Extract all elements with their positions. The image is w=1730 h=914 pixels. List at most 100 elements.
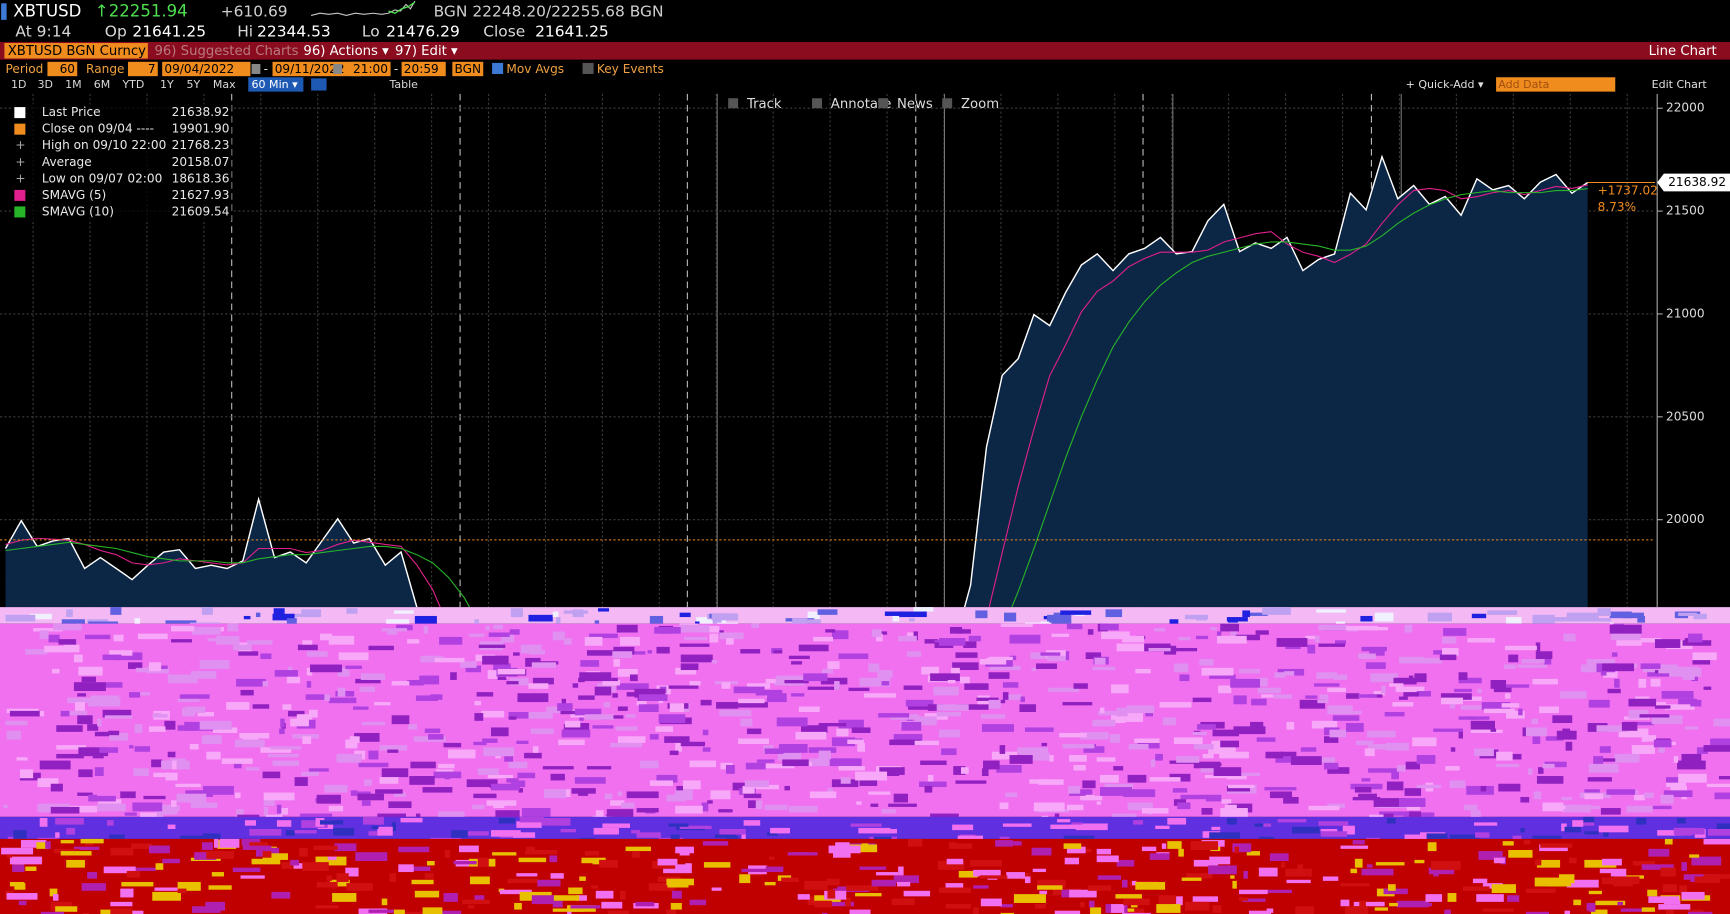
glitch-block	[159, 665, 168, 669]
glitch-block	[1713, 718, 1730, 727]
glitch-block	[410, 761, 436, 769]
input[interactable]: 09/04/2022	[164, 62, 234, 76]
glitch-block	[167, 674, 198, 684]
glitch-block	[345, 867, 359, 877]
input-box[interactable]	[401, 61, 446, 77]
input[interactable]: 21:00	[353, 62, 388, 76]
input[interactable]: 20:59	[404, 62, 439, 76]
glitch-block	[1269, 791, 1292, 799]
glitch-block	[396, 624, 413, 631]
option[interactable]: Key Events	[597, 62, 664, 76]
glitch-block	[773, 650, 783, 654]
interval-box[interactable]	[248, 77, 304, 92]
input-box[interactable]	[452, 61, 484, 77]
input-box[interactable]	[47, 61, 78, 77]
table-button[interactable]: Table	[388, 78, 418, 91]
menu-item[interactable]: 97) Edit ▾	[395, 44, 458, 59]
glitch-block	[1517, 664, 1547, 668]
glitch-block	[90, 795, 116, 802]
glitch-block	[353, 706, 369, 710]
area	[5, 156, 1588, 608]
range-button[interactable]: 5Y	[186, 78, 200, 91]
tool-icon[interactable]	[728, 98, 739, 109]
glitch-block	[1368, 744, 1392, 750]
glitch-block	[444, 849, 451, 858]
glitch-block	[1369, 650, 1385, 656]
glitch-block	[666, 909, 677, 914]
range-button[interactable]: 6M	[94, 78, 111, 91]
glitch-block	[1520, 827, 1525, 833]
option[interactable]: Mov Avgs	[506, 62, 564, 76]
tool-icon[interactable]	[942, 98, 953, 109]
glitch-block	[424, 728, 441, 733]
glitch-block	[1059, 732, 1087, 738]
glitch-block	[1602, 663, 1635, 672]
glitch-block	[1327, 767, 1350, 774]
glitch-block	[109, 732, 128, 741]
glitch-block	[129, 745, 134, 749]
input[interactable]: 60	[60, 62, 75, 76]
input[interactable]: 7	[148, 62, 156, 76]
pct-label: 8.73%	[1598, 200, 1637, 214]
glitch-block	[625, 714, 636, 718]
menu-item[interactable]: 96) Actions ▾	[303, 44, 389, 59]
add-data-box[interactable]	[1496, 77, 1616, 92]
tool-button[interactable]: Track	[746, 97, 782, 112]
range-button[interactable]: 1D	[11, 78, 26, 91]
glitch-block	[488, 632, 510, 637]
glitch-block	[563, 610, 589, 614]
input[interactable]: 09/11/2022	[275, 62, 345, 76]
glitch-block	[817, 609, 838, 615]
input[interactable]: BGN	[455, 62, 482, 76]
tool-icon[interactable]	[878, 98, 889, 109]
glitch-block	[1638, 678, 1647, 688]
glitch-block	[1226, 785, 1251, 792]
glitch-block	[834, 681, 840, 690]
glitch-block	[924, 785, 933, 793]
glitch-block	[1639, 714, 1670, 718]
glitch-block	[1100, 787, 1133, 796]
tool-icon[interactable]	[812, 98, 822, 109]
tool-button[interactable]: Annotate	[831, 97, 892, 112]
glitch-block	[1090, 907, 1102, 914]
glitch-block	[680, 741, 706, 747]
glitch-block	[1573, 899, 1582, 906]
tool-button[interactable]: Zoom	[961, 97, 999, 112]
glitch-block	[110, 607, 122, 615]
tool-button[interactable]: News	[897, 97, 933, 112]
quick-add[interactable]: + Quick-Add ▾	[1406, 78, 1484, 91]
glitch-block	[1621, 612, 1644, 619]
glitch-block	[80, 838, 104, 844]
input-box[interactable]	[350, 61, 391, 77]
range-button[interactable]: 1Y	[160, 78, 174, 91]
glitch-block	[1087, 885, 1112, 891]
glitch-block	[1582, 805, 1600, 810]
glitch-block	[1710, 738, 1730, 747]
glitch-block	[1277, 819, 1307, 823]
glitch-block	[1425, 894, 1443, 902]
glitch-block	[389, 873, 397, 882]
range-button[interactable]: 3D	[38, 78, 53, 91]
glitch-block	[1393, 677, 1417, 685]
edit-chart[interactable]: Edit Chart	[1652, 78, 1708, 91]
glitch-block	[1122, 635, 1145, 643]
add-data[interactable]: Add Data	[1498, 78, 1549, 91]
interval[interactable]: 60 Min ▾	[252, 78, 299, 91]
checkbox[interactable]	[582, 62, 594, 74]
checkbox[interactable]	[492, 62, 504, 74]
glitch-block	[1019, 704, 1037, 712]
glitch-block	[877, 670, 893, 678]
range-button[interactable]: 1M	[65, 78, 82, 91]
glitch-block	[233, 762, 242, 769]
input-box[interactable]	[127, 61, 158, 77]
glitch-block	[960, 767, 969, 774]
range-button[interactable]: YTD	[121, 78, 144, 91]
glitch-block	[1068, 785, 1081, 794]
glitch-block	[78, 747, 109, 757]
menu-item[interactable]: 96) Suggested Charts	[154, 44, 298, 59]
glitch-block	[1440, 693, 1472, 700]
input-box[interactable]	[162, 61, 251, 77]
line-icon[interactable]	[311, 78, 327, 91]
range-button[interactable]: Max	[213, 78, 236, 91]
glitch-block	[850, 823, 882, 827]
